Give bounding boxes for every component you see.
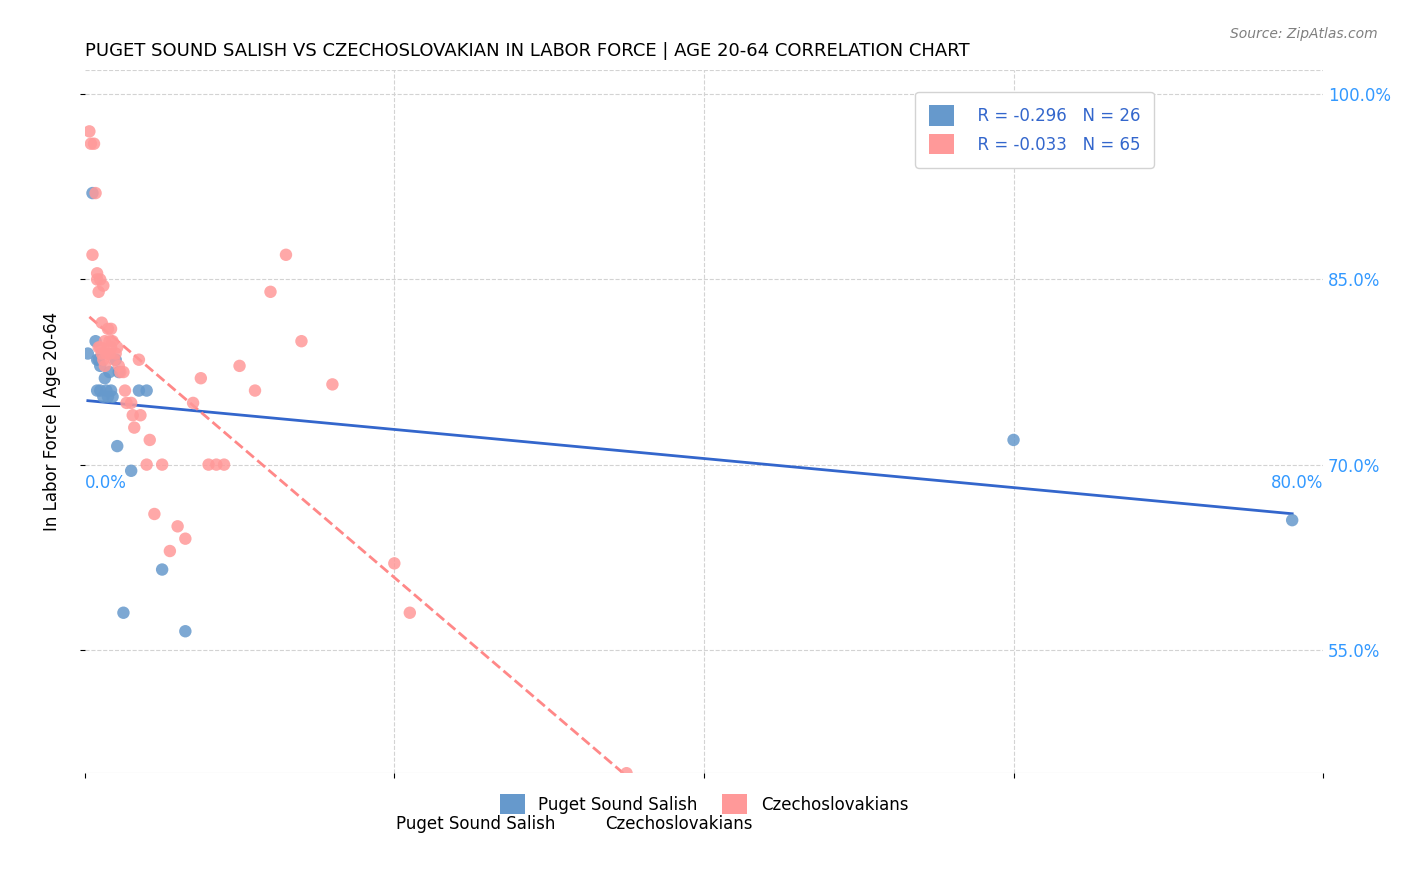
Point bbox=[94, 334, 117, 349]
Point bbox=[616, 766, 638, 780]
Point bbox=[159, 544, 181, 558]
Point bbox=[97, 322, 120, 336]
Point bbox=[104, 346, 127, 360]
Point bbox=[96, 384, 118, 398]
Point bbox=[90, 316, 112, 330]
Point bbox=[120, 464, 142, 478]
Point bbox=[89, 384, 111, 398]
Point bbox=[181, 396, 204, 410]
Point bbox=[321, 377, 343, 392]
Point bbox=[121, 409, 143, 423]
Text: Puget Sound Salish: Puget Sound Salish bbox=[396, 815, 555, 833]
Point bbox=[166, 519, 188, 533]
Point bbox=[86, 384, 108, 398]
Y-axis label: In Labor Force | Age 20-64: In Labor Force | Age 20-64 bbox=[44, 312, 60, 531]
Point bbox=[94, 371, 117, 385]
Point bbox=[105, 439, 128, 453]
Point bbox=[150, 562, 173, 576]
Point bbox=[662, 828, 685, 842]
Point bbox=[86, 272, 108, 286]
Point bbox=[174, 624, 197, 639]
Point bbox=[228, 359, 250, 373]
Point bbox=[120, 396, 142, 410]
Point bbox=[600, 790, 623, 805]
Point bbox=[446, 779, 468, 793]
Point bbox=[98, 334, 121, 349]
Point bbox=[97, 390, 120, 404]
Point bbox=[724, 889, 747, 892]
Point bbox=[128, 384, 150, 398]
Point bbox=[86, 352, 108, 367]
Point bbox=[128, 352, 150, 367]
Point bbox=[1002, 433, 1025, 447]
Point bbox=[89, 340, 111, 354]
Point bbox=[107, 359, 129, 373]
Point bbox=[205, 458, 228, 472]
Point bbox=[84, 186, 107, 200]
Text: Czechoslovakians: Czechoslovakians bbox=[605, 815, 752, 833]
Point bbox=[101, 334, 124, 349]
Point bbox=[97, 346, 120, 360]
Point bbox=[91, 390, 114, 404]
Point bbox=[82, 186, 104, 200]
Point bbox=[103, 352, 125, 367]
Point bbox=[115, 396, 138, 410]
Point bbox=[104, 352, 127, 367]
Point bbox=[197, 458, 219, 472]
Point bbox=[91, 278, 114, 293]
Point bbox=[91, 352, 114, 367]
Point bbox=[112, 606, 135, 620]
Point bbox=[112, 365, 135, 379]
Point bbox=[94, 359, 117, 373]
Point bbox=[86, 266, 108, 280]
Point bbox=[83, 136, 105, 151]
Point bbox=[174, 532, 197, 546]
Point bbox=[100, 322, 122, 336]
Point bbox=[98, 365, 121, 379]
Point bbox=[114, 384, 136, 398]
Point bbox=[82, 248, 104, 262]
Point bbox=[382, 557, 405, 571]
Point bbox=[87, 340, 110, 354]
Point bbox=[89, 272, 111, 286]
Point bbox=[1281, 513, 1303, 527]
Point bbox=[84, 334, 107, 349]
Point bbox=[98, 346, 121, 360]
Point bbox=[290, 334, 312, 349]
Point bbox=[129, 409, 152, 423]
Point bbox=[150, 458, 173, 472]
Point bbox=[107, 365, 129, 379]
Point bbox=[87, 285, 110, 299]
Legend: Puget Sound Salish, Czechoslovakians: Puget Sound Salish, Czechoslovakians bbox=[494, 788, 915, 822]
Text: PUGET SOUND SALISH VS CZECHOSLOVAKIAN IN LABOR FORCE | AGE 20-64 CORRELATION CHA: PUGET SOUND SALISH VS CZECHOSLOVAKIAN IN… bbox=[84, 42, 969, 60]
Text: 0.0%: 0.0% bbox=[84, 475, 127, 492]
Point bbox=[90, 346, 112, 360]
Point bbox=[122, 420, 145, 434]
Point bbox=[100, 340, 122, 354]
Point bbox=[89, 359, 111, 373]
Point bbox=[87, 352, 110, 367]
Point bbox=[105, 340, 128, 354]
Point bbox=[274, 248, 297, 262]
Point bbox=[259, 285, 281, 299]
Point bbox=[110, 365, 132, 379]
Point bbox=[212, 458, 235, 472]
Text: 80.0%: 80.0% bbox=[1271, 475, 1323, 492]
Point bbox=[243, 384, 266, 398]
Point bbox=[76, 346, 98, 360]
Point bbox=[190, 371, 212, 385]
Point bbox=[79, 124, 101, 138]
Point bbox=[143, 507, 166, 521]
Point bbox=[135, 458, 157, 472]
Point bbox=[80, 136, 103, 151]
Point bbox=[101, 390, 124, 404]
Text: Source: ZipAtlas.com: Source: ZipAtlas.com bbox=[1230, 27, 1378, 41]
Point bbox=[96, 346, 118, 360]
Point bbox=[398, 606, 420, 620]
Point bbox=[139, 433, 162, 447]
Point bbox=[100, 384, 122, 398]
Point bbox=[135, 384, 157, 398]
